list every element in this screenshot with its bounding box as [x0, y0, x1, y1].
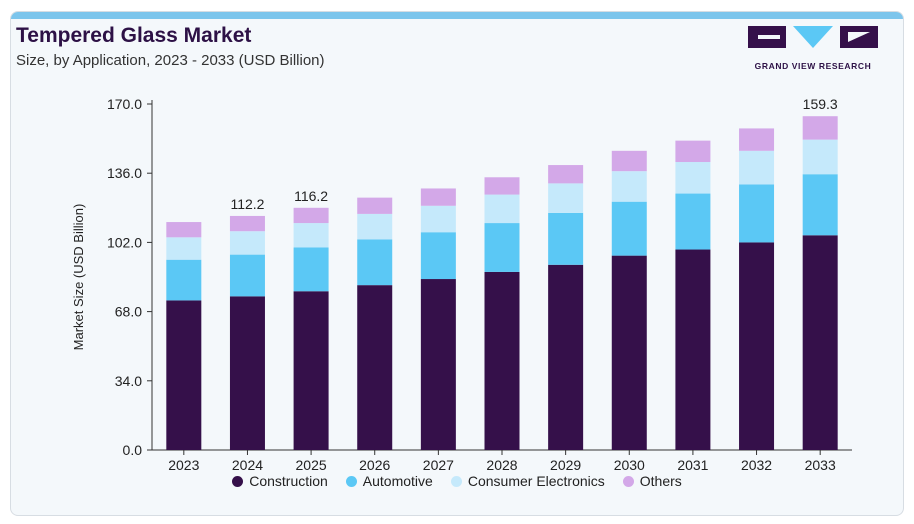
bar-construction-2027 [420, 279, 456, 450]
x-tick-label: 2029 [550, 457, 581, 470]
legend-label: Automotive [362, 473, 433, 489]
bar-others-2026 [357, 197, 393, 214]
bar-construction-2032 [739, 242, 775, 450]
legend-item: Construction [232, 473, 328, 489]
bar-consumer-electronics-2031 [675, 162, 711, 194]
bar-automotive-2025 [293, 247, 329, 292]
bar-construction-2033 [802, 235, 838, 450]
bar-others-2025 [293, 207, 329, 224]
bar-others-2028 [484, 177, 520, 195]
bar-construction-2031 [675, 249, 711, 450]
x-tick-label: 2033 [805, 457, 836, 470]
bar-construction-2028 [484, 271, 520, 450]
bar-consumer-electronics-2027 [420, 205, 456, 233]
chart-subtitle: Size, by Application, 2023 - 2033 (USD B… [16, 52, 325, 69]
bar-others-2024 [229, 215, 265, 232]
bar-automotive-2029 [548, 212, 584, 265]
bar-automotive-2027 [420, 232, 456, 280]
legend-label: Construction [249, 473, 328, 489]
y-tick-label: 68.0 [115, 304, 142, 320]
stacked-bar-chart: 0.0 34.0 68.0 102.0 136.0 170.0 Market Size (U… [71, 96, 852, 470]
bar-automotive-2026 [357, 239, 393, 286]
x-tick-label: 2032 [741, 457, 772, 470]
bar-consumer-electronics-2029 [548, 183, 584, 213]
bar-consumer-electronics-2030 [611, 171, 647, 202]
bar-others-2023 [166, 222, 202, 238]
brand-logo: GRAND VIEW RESEARCH [748, 24, 878, 72]
legend-label: Others [639, 473, 682, 489]
bar-consumer-electronics-2032 [739, 150, 775, 185]
y-tick-label: 136.0 [107, 165, 142, 181]
bar-consumer-electronics-2025 [293, 223, 329, 248]
bar-others-2033 [802, 116, 838, 140]
data-label: 159.3 [803, 96, 838, 112]
bar-others-2029 [548, 165, 584, 184]
bar-automotive-2030 [611, 201, 647, 256]
y-tick-label: 0.0 [123, 442, 143, 458]
bar-automotive-2028 [484, 223, 520, 272]
bar-construction-2024 [229, 296, 265, 450]
accent-bar [11, 12, 903, 19]
legend-swatch-icon [345, 476, 357, 487]
bar-construction-2026 [357, 285, 393, 450]
x-tick-label: 2025 [296, 457, 327, 470]
y-tick-label: 102.0 [107, 234, 142, 250]
legend-swatch-icon [450, 476, 462, 487]
bar-automotive-2023 [166, 259, 202, 301]
bar-consumer-electronics-2026 [357, 213, 393, 240]
bar-others-2027 [420, 188, 456, 206]
y-tick-label: 170.0 [107, 96, 142, 112]
bar-automotive-2031 [675, 193, 711, 250]
bar-automotive-2032 [739, 184, 775, 243]
x-tick-label: 2028 [486, 457, 517, 470]
bar-others-2032 [739, 128, 775, 151]
data-label: 112.2 [230, 196, 264, 212]
bar-consumer-electronics-2024 [229, 231, 265, 255]
x-tick-label: 2024 [232, 457, 263, 470]
chart-legend: Construction Automotive Consumer Electroni… [0, 473, 914, 489]
bar-consumer-electronics-2028 [484, 194, 520, 224]
legend-swatch-icon [622, 476, 634, 487]
y-tick-label: 34.0 [115, 373, 142, 389]
x-tick-label: 2026 [359, 457, 390, 470]
legend-item: Others [622, 473, 682, 489]
y-axis-label: Market Size (USD Billion) [71, 204, 86, 351]
logo-text: GRAND VIEW RESEARCH [754, 61, 872, 71]
x-tick-label: 2023 [168, 457, 199, 470]
bar-construction-2030 [611, 255, 647, 450]
grand-view-research-logo-icon [748, 26, 878, 48]
bar-others-2031 [675, 140, 711, 163]
legend-item: Automotive [345, 473, 433, 489]
bar-construction-2025 [293, 291, 329, 450]
x-tick-label: 2030 [614, 457, 645, 470]
x-tick-label: 2027 [423, 457, 454, 470]
bar-construction-2029 [548, 264, 584, 450]
bar-automotive-2024 [229, 254, 265, 297]
legend-item: Consumer Electronics [450, 473, 605, 489]
legend-swatch-icon [232, 476, 244, 487]
bar-consumer-electronics-2023 [166, 237, 202, 260]
bar-consumer-electronics-2033 [802, 139, 838, 175]
bar-others-2030 [611, 150, 647, 172]
chart-title: Tempered Glass Market [16, 24, 252, 47]
bar-automotive-2033 [802, 174, 838, 236]
data-label: 116.2 [294, 188, 328, 204]
x-tick-label: 2031 [677, 457, 708, 470]
bar-construction-2023 [166, 300, 202, 450]
legend-label: Consumer Electronics [467, 473, 605, 489]
